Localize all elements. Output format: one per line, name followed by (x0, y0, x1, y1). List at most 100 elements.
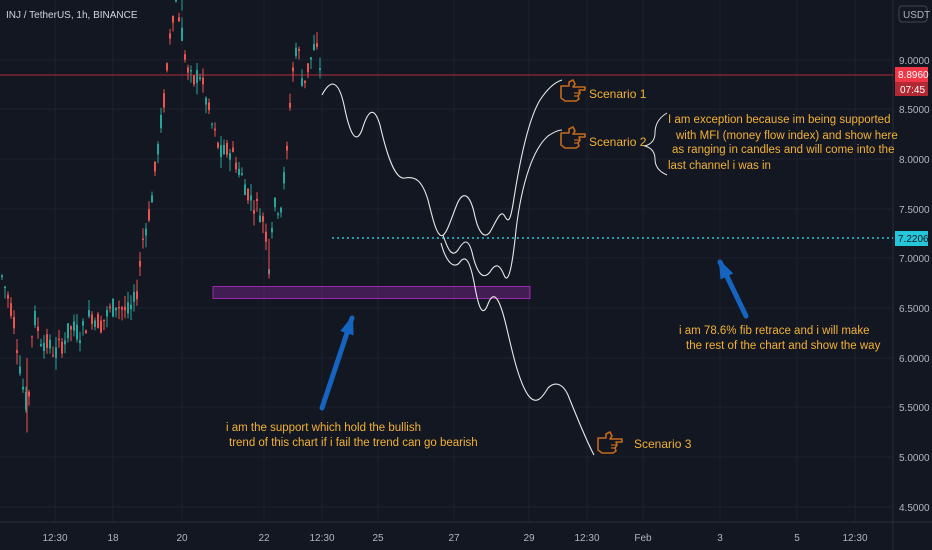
candle-body (40, 344, 42, 347)
candles-group (1, 0, 321, 433)
time-tick-label: 20 (176, 533, 188, 544)
candle-body (1, 275, 3, 278)
candle-body (109, 306, 111, 309)
candle (283, 166, 285, 190)
candle (37, 317, 39, 339)
candle-body (277, 213, 279, 216)
candle-body (307, 63, 309, 73)
candle-body (115, 307, 117, 311)
exception-bracket (643, 112, 668, 176)
candle-body (166, 63, 168, 71)
pointing-hand-icon-outline (597, 431, 623, 454)
candle-body (49, 339, 51, 349)
price-tick-label: 7.5000 (899, 205, 930, 216)
candle (286, 141, 288, 160)
fib-price-tag-bg (895, 231, 928, 246)
grid-lines (0, 0, 893, 522)
candle-body (160, 114, 162, 129)
time-tick-label: 25 (372, 533, 384, 544)
candle (304, 80, 306, 89)
candle (160, 107, 162, 133)
candle (40, 338, 42, 348)
candle (55, 336, 57, 370)
candle (187, 64, 189, 81)
time-tick-label: 12:30 (842, 533, 867, 544)
pointing-hand-icon (597, 431, 623, 454)
candle-body (151, 195, 153, 203)
candle (301, 69, 303, 87)
price-tick-label: 8.5000 (899, 105, 930, 116)
candle (217, 141, 219, 150)
price-tick-label: 7.0000 (899, 254, 930, 265)
time-tick-label: Feb (634, 533, 652, 544)
candle (265, 223, 267, 251)
candle (175, 0, 177, 3)
candle-body (37, 326, 39, 331)
scenario-2-path (442, 129, 563, 279)
candle-body (280, 207, 282, 213)
candle (19, 355, 21, 376)
candle (64, 332, 66, 354)
current-price-value: 8.8960 (898, 70, 929, 81)
candle (184, 50, 186, 63)
candle-body (103, 319, 105, 322)
symbol-title: INJ / TetherUS, 1h, BINANCE (6, 10, 138, 21)
candle (253, 200, 255, 226)
candle (4, 285, 6, 299)
countdown-value: 07:45 (900, 85, 925, 96)
time-axis[interactable]: 12:30 18 20 22 12:30 25 27 29 12:30 Feb 3 5 12:30 (42, 533, 867, 544)
candle (289, 93, 291, 111)
candle-body (232, 147, 234, 152)
price-tick-label: 5.5000 (899, 403, 930, 414)
price-axis[interactable]: 9.0000 8.5000 8.0000 7.5000 7.0000 6.5000 6.00… (899, 56, 930, 514)
current-price-tag: 8.8960 07:45 (895, 67, 929, 96)
time-tick-label: 22 (258, 533, 270, 544)
candle-body (145, 228, 147, 236)
candle-body (70, 326, 72, 330)
currency-selector[interactable]: USDT (898, 5, 930, 23)
candle (196, 62, 198, 95)
candle (88, 299, 90, 319)
fib-price-tag: 7.2206 (895, 231, 929, 246)
candle (208, 98, 210, 115)
candle-body (148, 209, 150, 221)
candle-body (154, 161, 156, 172)
candle (214, 122, 216, 137)
candle (67, 323, 69, 343)
candle-body (316, 43, 318, 47)
support-arrow (319, 315, 355, 411)
candle (25, 386, 27, 413)
candle (34, 305, 36, 329)
support-zone[interactable] (212, 285, 531, 299)
pointing-hand-icon (560, 126, 586, 149)
candle-body (121, 307, 123, 310)
scenario-3-path (440, 242, 595, 456)
candle-body (199, 77, 201, 80)
candle (154, 161, 156, 177)
candle (295, 42, 297, 59)
fib-note-line: i am 78.6% fib retrace and i will make (679, 325, 869, 337)
scenario-3-label: Scenario 3 (634, 437, 692, 451)
fib-note-line: the rest of the chart and show the way (686, 340, 881, 352)
candle (277, 211, 279, 219)
currency-label: USDT (903, 10, 930, 21)
exception-note-line: with MFI (money flow index) and show her… (675, 130, 898, 142)
candle-body (43, 343, 45, 351)
candle-body (112, 299, 114, 317)
fib-arrow-head (718, 259, 734, 280)
exception-note-line: as ranging in candles and will come into… (672, 144, 894, 156)
candle (163, 89, 165, 113)
candle-body (211, 123, 213, 125)
candle-body (202, 77, 204, 85)
candle-body (4, 286, 6, 289)
candle-body (283, 172, 285, 184)
candle (247, 187, 249, 205)
candle-body (127, 302, 129, 314)
candle-body (52, 355, 54, 357)
candle (112, 298, 114, 318)
countdown-tag-bg (895, 82, 928, 96)
candle (181, 17, 183, 42)
candle (250, 183, 252, 211)
